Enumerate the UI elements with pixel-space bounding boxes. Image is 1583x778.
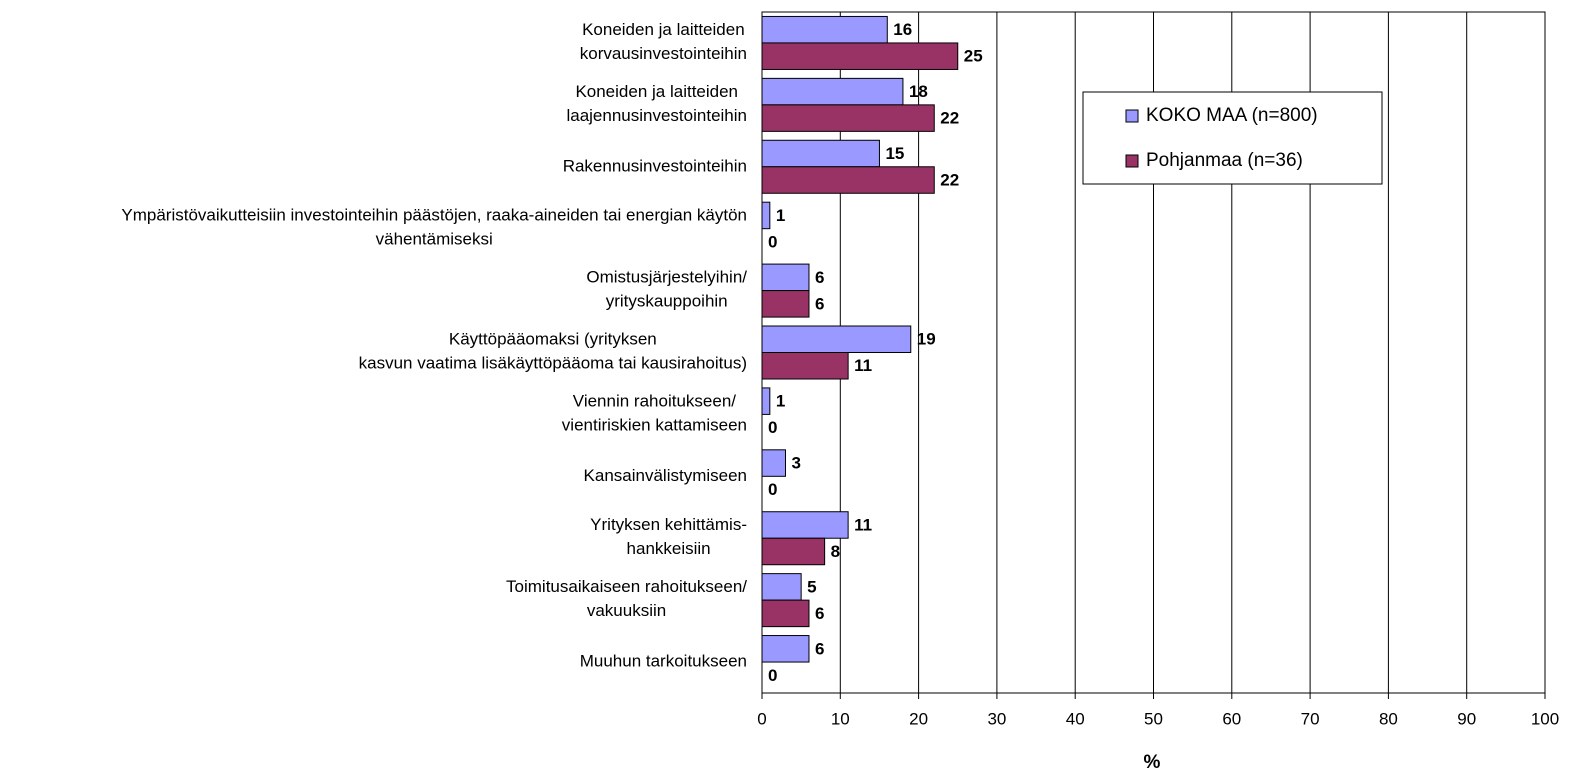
y-tick-label: Muuhun tarkoitukseen [580,652,747,671]
y-tick-label: Kansainvälistymiseen [584,466,747,485]
x-tick-label: 50 [1144,709,1163,728]
bar [761,263,810,292]
value-label: 11 [854,356,872,375]
value-label: 0 [768,480,777,499]
bar [761,290,810,318]
x-tick-label: 30 [987,709,1006,728]
bar [761,537,826,566]
bar [761,635,810,663]
bar [761,511,849,539]
y-tick-label: Ympäristövaikutteisiin investointeihin p… [121,206,747,249]
bar [761,166,935,194]
value-label: 3 [791,454,800,473]
value-label: 1 [776,392,785,411]
x-tick-label: 100 [1531,709,1559,728]
value-label: 22 [940,109,959,128]
bar [761,325,912,353]
bar [761,15,888,44]
value-label: 6 [815,268,824,287]
y-tick-label: Rakennusinvestointeihin [563,156,747,175]
value-label: 18 [909,82,928,101]
value-label: 8 [831,542,840,561]
bar [761,139,880,168]
bar [761,352,849,380]
value-label: 6 [815,604,824,623]
y-tick-label: Koneiden ja laitteiden korvausinvestointe… [580,20,747,63]
x-tick-label: 20 [909,709,928,728]
value-label: 16 [893,20,912,39]
bar [761,449,786,477]
y-tick-label: Yrityksen kehittämis-hankkeisiin [590,516,747,559]
value-label: 15 [885,144,904,163]
value-label: 0 [768,666,777,685]
y-tick-label: Viennin rahoitukseen/vientiriskien katta… [562,392,747,435]
bar [761,387,771,415]
x-tick-label: 0 [757,709,766,728]
legend-label: KOKO MAA (n=800) [1146,105,1318,126]
x-axis-title: % [1144,752,1161,773]
value-label: 5 [807,577,816,596]
y-tick-label: Toimitusaikaiseen rahoitukseen/vakuuksii… [506,578,747,621]
bar [761,599,810,628]
y-tick-label: Koneiden ja laitteiden laajennusinvestoin… [566,82,747,125]
value-label: 19 [917,330,936,349]
legend-box [1082,91,1383,185]
value-label: 11 [854,515,872,534]
legend-label: Pohjanmaa (n=36) [1146,150,1303,171]
value-label: 22 [940,171,959,190]
bar [761,77,904,106]
y-tick-label: Käyttöpääomaksi (yrityksen kasvun vaatima… [359,330,747,373]
x-tick-label: 80 [1379,709,1398,728]
x-tick-label: 40 [1066,709,1085,728]
value-label: 25 [964,47,983,66]
x-tick-label: 60 [1222,709,1241,728]
value-label: 6 [815,639,824,658]
bar [761,573,802,601]
value-label: 0 [768,418,777,437]
value-label: 6 [815,294,824,313]
x-tick-label: 10 [831,709,850,728]
bar [761,104,935,132]
y-tick-label: Omistusjärjestelyihin/yrityskauppoihin [586,268,747,311]
x-tick-label: 70 [1301,709,1320,728]
legend-swatch [1125,154,1139,168]
x-tick-label: 90 [1457,709,1476,728]
bar [761,201,771,230]
bar [761,42,959,70]
legend-swatch [1125,109,1139,123]
value-label: 1 [776,206,785,225]
value-label: 0 [768,232,777,251]
